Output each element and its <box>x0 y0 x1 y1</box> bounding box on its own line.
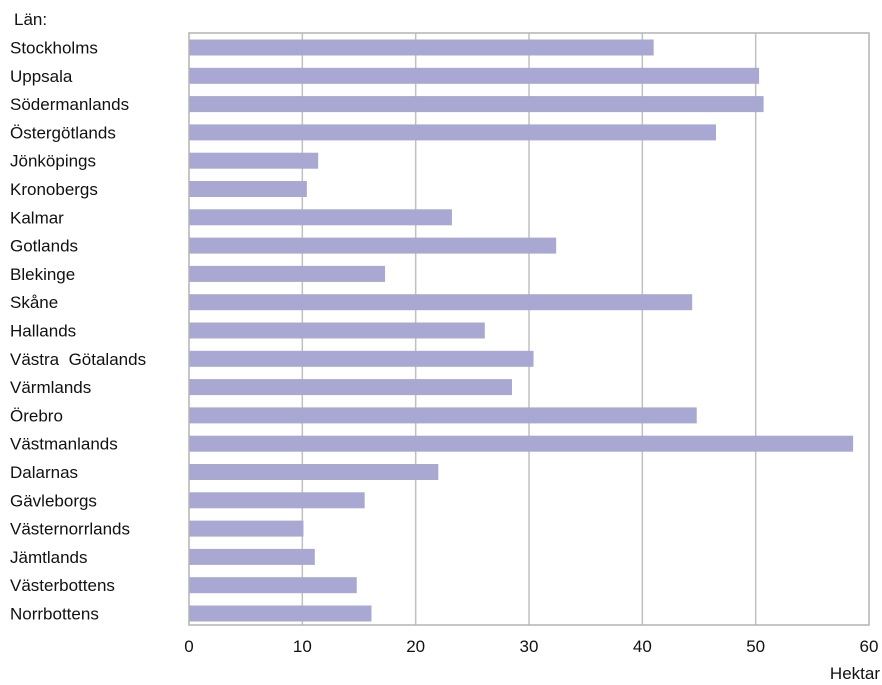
category-label: Västernorrlands <box>10 520 130 539</box>
category-label: Dalarnas <box>10 463 78 482</box>
category-label: Västra Götalands <box>10 350 146 369</box>
x-tick-label: 20 <box>406 637 425 656</box>
bar-18 <box>189 548 315 565</box>
category-labels: Stockholms Uppsala Södermanlands Östergötla… <box>10 39 146 624</box>
category-label: Skåne <box>10 293 58 312</box>
bar-11 <box>189 350 534 367</box>
x-tick-label: 0 <box>184 637 193 656</box>
bar-0 <box>189 39 654 56</box>
category-label: Örebro <box>10 406 63 425</box>
bar-6 <box>189 209 452 226</box>
category-label: Jönköpings <box>10 152 96 171</box>
x-tick-labels: 0 10 20 30 40 50 60 <box>184 637 878 656</box>
bar-2 <box>189 96 764 113</box>
category-label: Norrbottens <box>10 605 99 624</box>
bar-15 <box>189 464 439 480</box>
category-label: Blekinge <box>10 265 75 284</box>
bar-16 <box>189 492 365 509</box>
category-label: Värmlands <box>10 378 91 397</box>
bar-8 <box>189 265 386 282</box>
x-tick-label: 30 <box>520 637 539 656</box>
bar-13 <box>189 407 697 424</box>
category-label: Kronobergs <box>10 180 98 199</box>
bar-10 <box>189 322 485 339</box>
category-label: Gävleborgs <box>10 491 97 510</box>
x-tick-label: 60 <box>860 637 879 656</box>
category-label: Jämtlands <box>10 548 87 567</box>
x-tick-label: 40 <box>633 637 652 656</box>
bar-7 <box>189 237 557 254</box>
category-label: Stockholms <box>10 39 98 58</box>
category-label: Uppsala <box>10 67 73 86</box>
category-label: Västerbottens <box>10 576 115 595</box>
y-axis-title: Län: <box>14 10 47 29</box>
bar-19 <box>189 577 357 594</box>
bar-5 <box>189 181 307 197</box>
bar-4 <box>189 152 319 169</box>
category-label: Västmanlands <box>10 435 118 454</box>
category-label: Kalmar <box>10 208 64 227</box>
bar-9 <box>189 294 693 311</box>
bar-1 <box>189 67 760 84</box>
category-label: Östergötlands <box>10 123 116 142</box>
x-tick-label: 10 <box>293 637 312 656</box>
bar-20 <box>189 605 372 622</box>
bar-3 <box>189 124 716 141</box>
bar-12 <box>189 379 512 396</box>
plot-frame <box>188 32 870 626</box>
category-label: Hallands <box>10 322 76 341</box>
x-axis-title: Hektar <box>830 664 880 683</box>
category-label: Gotlands <box>10 237 78 256</box>
bar-14 <box>189 435 854 452</box>
x-tick-label: 50 <box>746 637 765 656</box>
category-label: Södermanlands <box>10 95 129 114</box>
bar-17 <box>189 520 304 537</box>
bars <box>189 39 854 622</box>
